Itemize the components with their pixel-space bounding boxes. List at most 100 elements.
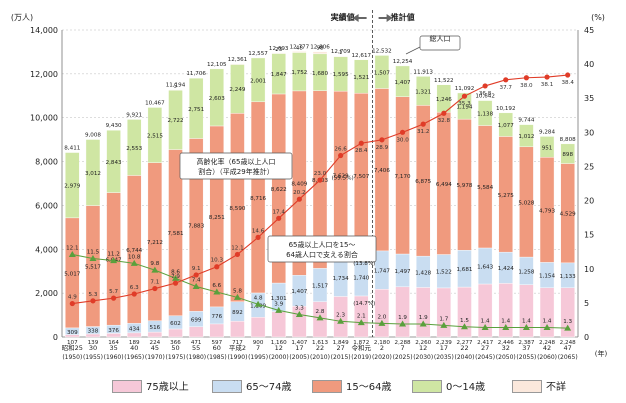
support-ratio-label: 3.3 bbox=[295, 305, 304, 311]
bar-value-label: 1,522 bbox=[436, 270, 452, 276]
support-ratio-label: 1.4 bbox=[501, 318, 510, 324]
bar-value-label: 2,751 bbox=[188, 107, 204, 113]
bar-segment-0-14 bbox=[560, 143, 575, 164]
bar-segment-0-14 bbox=[250, 57, 266, 103]
legend-swatch bbox=[212, 380, 242, 393]
aging-rate-label: 38.1 bbox=[541, 82, 554, 88]
support-ratio-point bbox=[233, 293, 241, 300]
aging-rate-label: 28.4 bbox=[355, 148, 368, 154]
bar-value-label: 1,517 bbox=[312, 283, 328, 289]
x-tick-year: (2015) bbox=[331, 354, 351, 361]
support-ratio-point bbox=[481, 323, 489, 330]
pct-annotation: (59.5%) bbox=[332, 176, 354, 182]
x-tick-year: (2035) bbox=[434, 354, 454, 361]
bar-segment-75plus bbox=[209, 323, 225, 338]
total-value-label: 12,709 bbox=[331, 49, 351, 55]
support-ratio-point bbox=[357, 319, 365, 326]
bar-value-label: 2,722 bbox=[168, 118, 184, 124]
x-tick-label: 22 bbox=[316, 344, 324, 352]
x-tick-label: 42 bbox=[543, 344, 551, 352]
bar-value-label: 309 bbox=[67, 330, 78, 336]
x-tick-label: 27 bbox=[481, 344, 489, 352]
support-ratio-point bbox=[151, 266, 159, 273]
total-value-label: 11,522 bbox=[434, 78, 454, 84]
x-tick-year: (2065) bbox=[558, 354, 578, 361]
x-tick-year: (1960) bbox=[104, 354, 124, 361]
aging-rate-point bbox=[441, 110, 447, 116]
bar-value-label: 1,734 bbox=[333, 276, 349, 282]
bar-segment-0-14 bbox=[498, 112, 513, 137]
bar-segment-75plus bbox=[188, 326, 204, 338]
bar-value-label: 1,847 bbox=[271, 72, 287, 78]
support-ratio-label: 10.8 bbox=[128, 254, 141, 260]
support-ratio-label: 12.1 bbox=[66, 245, 79, 251]
bar-value-label: 5,017 bbox=[64, 271, 80, 277]
x-tick-year: (1975) bbox=[166, 354, 186, 361]
x-tick-label: 37 bbox=[522, 344, 530, 352]
x-tick-label: 12 bbox=[275, 344, 283, 352]
support-ratio-point bbox=[110, 257, 118, 264]
x-tick-year: (2030) bbox=[413, 354, 433, 361]
y-left-tick-label: 6,000 bbox=[35, 201, 58, 210]
bar-segment-unknown bbox=[230, 63, 245, 65]
support-ratio-point bbox=[378, 319, 386, 326]
aging-rate-callout bbox=[179, 152, 293, 180]
legend-swatch bbox=[412, 380, 442, 393]
total-value-label: 9,744 bbox=[518, 118, 534, 124]
bar-value-label: 2,239 bbox=[436, 340, 452, 346]
support-ratio-label: 7.4 bbox=[192, 278, 201, 284]
x-tick-label: 7 bbox=[400, 344, 404, 352]
total-value-label: 12,693 bbox=[269, 46, 289, 52]
bar-value-label: 1,613 bbox=[312, 340, 328, 346]
bar-segment-unknown bbox=[292, 51, 307, 53]
aging-rate-label: 5.3 bbox=[89, 292, 98, 298]
bar-value-label: 2,446 bbox=[498, 340, 514, 346]
support-ratio-point bbox=[89, 255, 97, 262]
x-tick-label: 27 bbox=[336, 344, 344, 352]
support-ratio-point bbox=[254, 300, 262, 307]
aging-rate-point bbox=[317, 177, 323, 183]
bar-segment-75plus bbox=[168, 328, 183, 338]
pct-annotation: (14.7%) bbox=[353, 301, 375, 307]
y-left-tick-label: 2,000 bbox=[35, 289, 58, 298]
support-ratio-point bbox=[460, 323, 468, 330]
support-ratio-label: 4.8 bbox=[254, 295, 263, 301]
right-arrow-icon bbox=[378, 14, 393, 22]
total-value-label: 9,430 bbox=[106, 123, 122, 129]
bar-segment-unknown bbox=[312, 51, 328, 55]
aging-rate-point bbox=[503, 77, 509, 83]
x-tick-label: 22 bbox=[460, 344, 468, 352]
total-value-label: 12,777 bbox=[290, 44, 310, 50]
support-ratio-point bbox=[502, 323, 510, 330]
bar-value-label: 1 bbox=[339, 50, 343, 56]
bar-value-label: 5 bbox=[174, 84, 178, 90]
bar-value-label: 164 bbox=[108, 340, 119, 346]
aging-rate-label: 7.1 bbox=[150, 280, 159, 286]
bar-value-label: 1,595 bbox=[333, 72, 349, 78]
bar-segment-0-14 bbox=[188, 77, 204, 139]
total-value-label: 12,105 bbox=[207, 62, 227, 68]
bar-value-label: 951 bbox=[542, 145, 553, 151]
bar-value-label: 2,553 bbox=[126, 146, 142, 152]
aging-rate-label: 36.8 bbox=[479, 91, 492, 97]
support-ratio-label: 1.4 bbox=[543, 318, 552, 324]
aging-rate-label: 35.3 bbox=[458, 101, 471, 107]
bar-segment-75plus bbox=[230, 321, 245, 338]
aging-rate-point bbox=[296, 196, 302, 202]
bar-value-label: 2,387 bbox=[518, 340, 534, 346]
aging-rate-point bbox=[358, 140, 364, 146]
bar-segment-0-14 bbox=[209, 68, 225, 127]
bar-value-label: 1,133 bbox=[560, 274, 576, 280]
aging-rate-label: 12.1 bbox=[231, 245, 244, 251]
aging-rate-point bbox=[276, 215, 282, 221]
support-ratio-point bbox=[522, 323, 530, 330]
bar-segment-unknown bbox=[271, 52, 286, 54]
bar-value-label: 2,249 bbox=[229, 87, 245, 93]
bar-value-label: 338 bbox=[88, 329, 99, 335]
x-tick-label: 50 bbox=[171, 344, 179, 352]
bar-segment-0-14 bbox=[477, 100, 493, 126]
bar-value-label: 898 bbox=[562, 152, 573, 158]
bar-value-label: 1,301 bbox=[271, 296, 287, 302]
bar-segment-75plus bbox=[127, 332, 142, 338]
bar-segment-75plus bbox=[374, 288, 390, 338]
